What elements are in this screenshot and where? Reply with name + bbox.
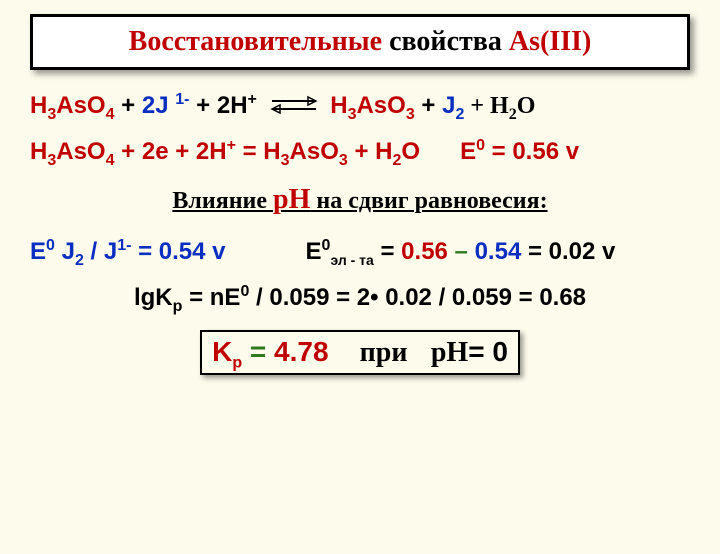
title-c: As(III) [509,26,591,57]
ph-subtitle: Влияние рН на сдвиг равновесия: [30,184,690,216]
result-row: Kр = 4.78 при рН= 0 [30,330,690,375]
title-a: Восстановительные [129,26,382,57]
res-pri: при [360,337,408,368]
equation-4: lgKр = nE0 / 0.059 = 2• 0.02 / 0.059 = 0… [30,284,690,312]
eq3-right: E0эл - та = 0.56 – 0.54 = 0.02 v [306,238,616,265]
res-ph: рН [431,337,468,368]
eq1-h3aso4: H3AsO4 [30,92,115,119]
eq2-e0: E0 = 0.56 v [460,138,579,165]
title-box: Восстановительные свойства As(III) [30,14,690,70]
equation-3: E0 J2 / J1- = 0.54 v E0эл - та = 0.56 – 0… [30,238,690,266]
eq1-plus1: + [115,92,142,119]
eq1-h3aso3: H3AsO3 [330,92,415,119]
eq1-plus3: + [415,92,442,119]
result-box: Kр = 4.78 при рН= 0 [200,330,520,375]
eq1-h2o: + H2O [464,93,535,119]
title-b: свойства [382,26,509,57]
equation-2: H3AsO4 + 2e + 2H+ = H3AsO3 + H2O E0 = 0.5… [30,138,690,166]
eq1-2hplus: + 2H+ [196,92,257,119]
res-end: = 0 [468,336,508,367]
res-val: 4.78 [274,336,329,367]
eq2-left: H3AsO4 + 2e + 2H+ = H3AsO3 + H2O [30,138,420,165]
eq1-j2: J2 [442,92,464,119]
res-k: Kр [212,336,242,367]
equation-1: H3AsO4 + 2J 1- + 2H+ H3AsO3 + J2 + H2O [30,92,690,120]
eq3-left: E0 J2 / J1- = 0.54 v [30,238,226,265]
content: H3AsO4 + 2J 1- + 2H+ H3AsO3 + J2 + H2O H… [0,70,720,375]
eq1-2j: 2J 1- [142,92,190,119]
equilibrium-arrow-icon [264,93,324,117]
ph-label: рН [273,184,310,215]
